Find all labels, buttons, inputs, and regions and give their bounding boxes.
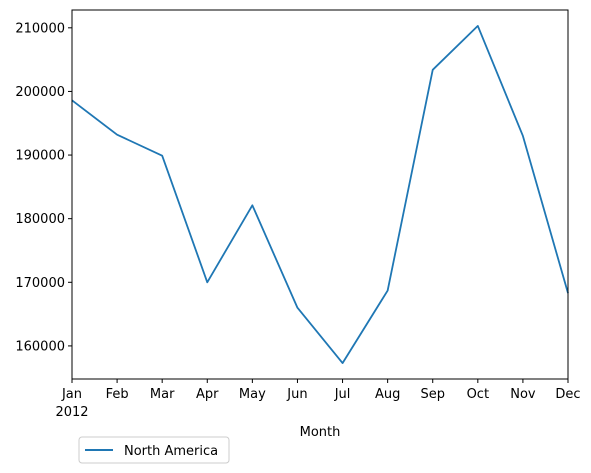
x-tick-label: Jun xyxy=(286,387,307,402)
y-tick-label: 170000 xyxy=(15,276,65,291)
x-axis-label: Month xyxy=(300,425,341,440)
x-tick-label: Nov xyxy=(510,387,536,402)
x-tick-label: Sep xyxy=(420,387,445,402)
plot-frame xyxy=(71,9,569,380)
legend: North America xyxy=(78,436,230,464)
x-axis-year-label: 2012 xyxy=(55,405,88,420)
x-tick-label: Feb xyxy=(106,387,129,402)
legend-label: North America xyxy=(124,444,218,459)
y-tick-label: 200000 xyxy=(15,85,65,100)
x-tick-label: May xyxy=(239,387,266,402)
y-tick-label: 210000 xyxy=(15,21,65,36)
legend-box xyxy=(78,436,230,464)
series-line xyxy=(71,25,569,364)
plot-background xyxy=(72,10,568,379)
x-tick-label: Dec xyxy=(555,387,580,402)
series-layer xyxy=(71,25,569,364)
x-axis-ticks: Jan Feb Mar Apr May Jun Jul Aug Sep Oct Nov Dec xyxy=(61,379,581,402)
y-tick-label: 180000 xyxy=(15,212,65,227)
y-tick-label: 160000 xyxy=(15,339,65,354)
x-tick-label: Jul xyxy=(334,387,351,402)
x-tick-label: Apr xyxy=(196,387,219,402)
x-tick-label: Mar xyxy=(150,387,175,402)
x-tick-label: Aug xyxy=(375,387,400,402)
x-tick-label: Oct xyxy=(467,387,489,402)
y-axis-ticks: 160000 170000 180000 190000 200000 210000 xyxy=(15,21,72,354)
y-tick-label: 190000 xyxy=(15,149,65,164)
x-tick-label: Jan xyxy=(61,387,82,402)
